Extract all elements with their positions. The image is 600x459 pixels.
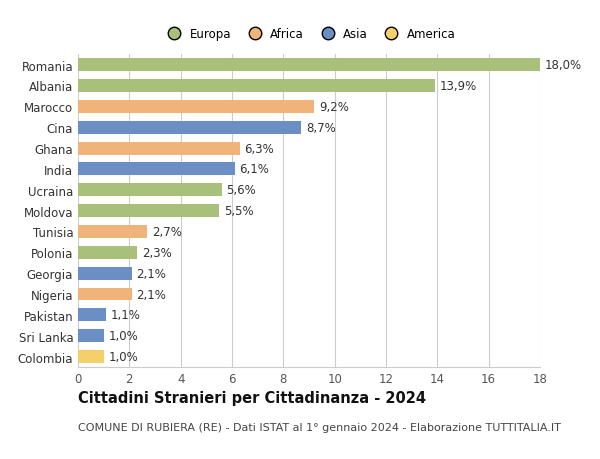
Text: 8,7%: 8,7% (306, 122, 335, 134)
Text: 2,1%: 2,1% (137, 288, 166, 301)
Bar (78, 350, 104, 363)
Text: 2,1%: 2,1% (137, 267, 166, 280)
Text: 9,2%: 9,2% (319, 101, 349, 113)
Bar (78, 101, 314, 113)
Text: 1,1%: 1,1% (111, 309, 141, 322)
Text: 13,9%: 13,9% (439, 80, 476, 93)
Text: 1,0%: 1,0% (108, 330, 138, 342)
Bar (78, 205, 219, 218)
Bar (78, 267, 132, 280)
Text: 2,3%: 2,3% (142, 246, 172, 259)
Bar (78, 309, 106, 322)
Bar (78, 142, 240, 155)
Bar (78, 184, 222, 197)
Bar (78, 163, 235, 176)
Bar (78, 122, 301, 134)
Text: 6,1%: 6,1% (239, 163, 269, 176)
Bar (78, 288, 132, 301)
Text: 5,6%: 5,6% (226, 184, 256, 197)
Text: 1,0%: 1,0% (108, 350, 138, 363)
Legend: Europa, Africa, Asia, America: Europa, Africa, Asia, America (160, 25, 458, 43)
Bar (78, 225, 148, 238)
Bar (78, 59, 540, 72)
Text: 5,5%: 5,5% (224, 205, 253, 218)
Bar (78, 330, 104, 342)
Text: Cittadini Stranieri per Cittadinanza - 2024: Cittadini Stranieri per Cittadinanza - 2… (78, 390, 426, 405)
Bar (78, 80, 435, 93)
Text: 6,3%: 6,3% (244, 142, 274, 155)
Text: 18,0%: 18,0% (545, 59, 582, 72)
Text: 2,7%: 2,7% (152, 225, 182, 238)
Text: COMUNE DI RUBIERA (RE) - Dati ISTAT al 1° gennaio 2024 - Elaborazione TUTTITALIA: COMUNE DI RUBIERA (RE) - Dati ISTAT al 1… (78, 422, 561, 432)
Bar (78, 246, 137, 259)
